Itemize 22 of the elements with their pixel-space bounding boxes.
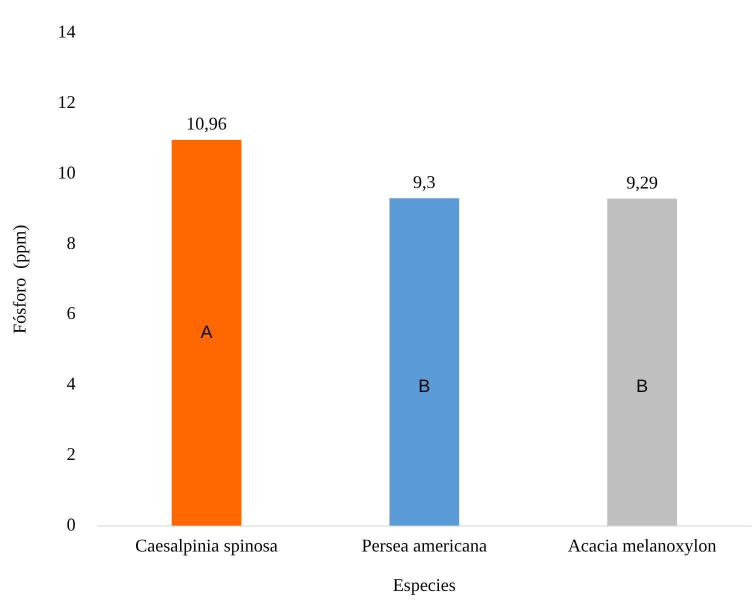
y-tick-label: 12 xyxy=(58,92,76,112)
y-tick-label: 4 xyxy=(66,374,76,394)
data-label: 10,96 xyxy=(186,114,227,134)
annotation: B xyxy=(418,376,430,396)
x-tick-label: Acacia melanoxylon xyxy=(568,535,716,556)
bar xyxy=(389,198,460,526)
data-label: 9,3 xyxy=(413,172,436,192)
annotation: A xyxy=(200,322,213,342)
y-tick-label: 2 xyxy=(66,444,76,464)
y-tick-label: 14 xyxy=(58,22,76,42)
bar xyxy=(172,140,242,526)
y-tick-label: 8 xyxy=(66,232,76,253)
y-axis-title: Fósforo (ppm) xyxy=(10,224,30,334)
annotation: B xyxy=(636,376,648,396)
y-tick-label: 10 xyxy=(58,162,76,182)
x-axis-title: Especies xyxy=(392,574,456,595)
bar xyxy=(607,198,677,526)
x-tick-label: Caesalpinia spinosa xyxy=(135,535,278,556)
y-tick-label: 0 xyxy=(66,514,76,535)
y-tick-label: 6 xyxy=(66,303,76,324)
x-tick-label: Persea americana xyxy=(362,535,488,556)
data-label: 9,29 xyxy=(626,172,658,192)
